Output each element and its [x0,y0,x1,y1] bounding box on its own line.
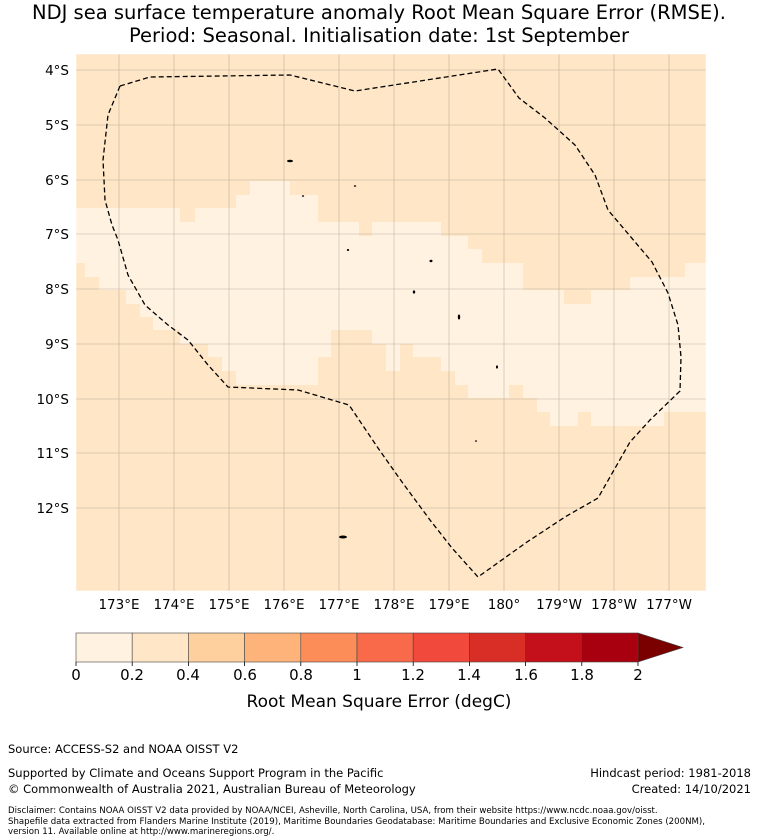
lon-label: 179°W [536,597,582,613]
map-frame [75,53,707,592]
colorbar-tick-label: 0 [71,666,81,684]
eez-boundary [102,68,682,578]
source-text: Source: ACCESS-S2 and NOAA OISST V2 [8,742,239,756]
lon-label: 178°E [373,597,414,613]
colorbar-title: Root Mean Square Error (degC) [246,692,512,712]
low-rmse-region [76,181,706,426]
hindcast-period: Hindcast period: 1981-2018 [590,766,751,780]
lon-label: 177°W [646,597,692,613]
lon-label: 180° [488,597,521,613]
low-rmse-region-hole [345,330,372,371]
lat-label: 12°S [37,501,70,517]
colorbar-extend-arrow [637,632,684,663]
colorbar-segment [469,632,526,663]
lat-label: 9°S [45,337,69,353]
colorbar-tick-label: 0.6 [233,666,257,684]
lon-label: 173°E [98,597,139,613]
lon-axis: 173°E 174°E 175°E 176°E 177°E 178°E 179°… [98,597,691,613]
disclaimer: Disclaimer: Contains NOAA OISST V2 data … [8,806,758,838]
colorbar [75,632,684,666]
colorbar-tick-label: 1 [352,666,362,684]
colorbar-tick-label: 1.8 [570,666,594,684]
colorbar-segment [188,632,245,663]
lon-label: 178°W [591,597,637,613]
lon-label: 179°E [428,597,469,613]
supported-text: Supported by Climate and Oceans Support … [8,766,384,780]
disclaimer-line: version 11. Available online at http://w… [8,827,275,838]
colorbar-segment [412,632,470,663]
lon-label: 175°E [208,597,249,613]
graticule [76,54,706,591]
colorbar-tick-label: 0.4 [176,666,200,684]
colorbar-tick-label: 0.8 [289,666,313,684]
lon-label: 176°E [263,597,304,613]
colorbar-segment [131,632,189,663]
disclaimer-line: Shapefile data extracted from Flanders M… [8,816,705,827]
created-date: Created: 14/10/2021 [631,782,751,796]
colorbar-segment [581,632,639,663]
map-title-line2: Period: Seasonal. Initialisation date: 1… [128,24,630,47]
lat-axis: 4°S 5°S 6°S 7°S 8°S 9°S 10°S 11°S 12°S [37,63,70,517]
colorbar-tick-label: 0.2 [120,666,144,684]
islands [287,159,498,539]
lat-label: 8°S [45,282,69,298]
map-figure: 4°S 5°S 6°S 7°S 8°S 9°S 10°S 11°S 12°S 1… [37,53,707,666]
colorbar-tick-label: 1.4 [457,666,481,684]
colorbar-tick-label: 2 [633,666,643,684]
colorbar-tick-label: 1.2 [401,666,425,684]
lon-label: 174°E [153,597,194,613]
lat-label: 11°S [37,446,70,462]
colorbar-segment [356,632,414,663]
colorbar-segment [525,632,583,663]
lat-label: 6°S [45,173,69,189]
lat-label: 5°S [45,118,69,134]
colorbar-segment [75,632,133,663]
lat-label: 7°S [45,227,69,243]
map-title-line1: NDJ sea surface temperature anomaly Root… [31,1,726,24]
lat-label: 10°S [37,392,70,408]
colorbar-tick-label: 1.6 [514,666,538,684]
copyright-text: © Commonwealth of Australia 2021, Austra… [8,782,416,796]
colorbar-segment [244,632,302,663]
colorbar-segment [300,632,358,663]
disclaimer-line: Disclaimer: Contains NOAA OISST V2 data … [8,806,658,816]
lat-label: 4°S [45,63,69,79]
lon-label: 177°E [318,597,359,613]
